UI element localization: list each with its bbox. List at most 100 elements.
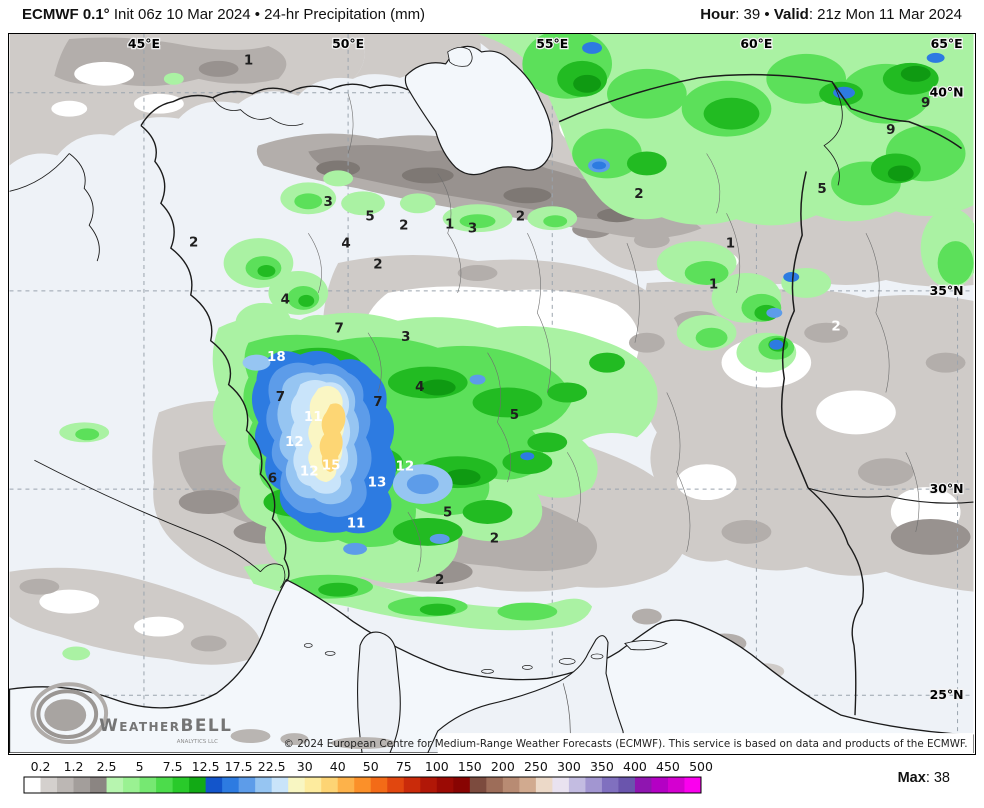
legend-color-segment (486, 777, 504, 793)
legend-tick-label: 500 (689, 759, 713, 774)
weatherbell-logo: WeatherBELL ANALYTICS LLC (30, 682, 395, 750)
legend-color-segment (238, 777, 256, 793)
legend-color-segment (106, 777, 124, 793)
legend-color-segment (519, 777, 537, 793)
kara-bogaz (447, 47, 473, 67)
legend-tick-label: 250 (524, 759, 548, 774)
precip-value-label: 7 (276, 390, 285, 405)
legend-color-segment (205, 777, 223, 793)
legend-color-segment (304, 777, 322, 793)
precip-value-label: 5 (365, 210, 374, 225)
precip-value-label: 5 (510, 408, 519, 423)
legend-color-segment (57, 777, 75, 793)
precip-value-label: 3 (324, 195, 333, 210)
max-value-badge: Max: 38 (898, 770, 950, 786)
legend-color-segment (601, 777, 619, 793)
legend-color-segment (255, 777, 273, 793)
legend-color-segment (502, 777, 520, 793)
longitude-label: 55°E (536, 36, 568, 51)
green-precip-layer (59, 34, 974, 661)
longitude-label: 45°E (128, 36, 160, 51)
model-run-details: Init 06z 10 Mar 2024 • 24-hr Precipitati… (109, 6, 426, 23)
legend-color-segment (189, 777, 207, 793)
water-layer (9, 45, 974, 753)
legend-color-segment (585, 777, 603, 793)
legend-color-segment (354, 777, 372, 793)
precip-value-label: 2 (399, 219, 408, 234)
precip-value-label: 7 (373, 395, 382, 410)
legend-tick-label: 300 (557, 759, 581, 774)
legend-color-segment (535, 777, 553, 793)
legend-bar-frame (23, 776, 702, 794)
heavy-precip-core (242, 350, 535, 555)
logo-subtitle: ANALYTICS LLC (177, 739, 218, 745)
legend-color-segment (73, 777, 91, 793)
valid-label: Valid (773, 6, 809, 23)
legend-tick-label: 7.5 (163, 759, 183, 774)
legend-tick-label: 50 (363, 759, 379, 774)
legend-color-segment (436, 777, 454, 793)
precip-value-label: 4 (415, 380, 424, 395)
copyright-strip: © 2024 European Centre for Medium-Range … (284, 733, 974, 753)
precip-value-label: 13 (368, 476, 387, 491)
legend-color-segment (387, 777, 405, 793)
logo-brand: WeatherBELL (99, 715, 232, 735)
precip-value-label: 11 (304, 410, 323, 425)
legend-tick-label: 200 (491, 759, 515, 774)
precip-value-label: 6 (268, 472, 277, 487)
precipitation-map: 1 2 3 5 2 1 3 2 2 4 2 4 7 3 9 9 5 1 1 2 18 7 11 4 7 5 12 12 15 12 13 6 1… (8, 33, 976, 755)
precip-value-label: 9 (886, 123, 895, 138)
legend-color-segment (24, 777, 42, 793)
legend-color-segment (337, 777, 355, 793)
legend-color-segment (172, 777, 190, 793)
legend-color-segment (403, 777, 421, 793)
country-borders (9, 73, 974, 716)
latlon-labels: 45°E 50°E 55°E 60°E 65°E 40°N 35°N 30°N 25°N (127, 35, 965, 704)
precip-value-label: 18 (267, 350, 286, 365)
color-scale-legend: 0.2 1.2 2.5 5 7.5 12.5 17.5 22.5 30 40 50 75 100 150 2… (0, 755, 984, 808)
precip-value-label: 3 (468, 222, 477, 237)
precip-value-label: 2 (435, 573, 444, 588)
legend-color-segment (667, 777, 685, 793)
precip-value-label: 4 (281, 292, 290, 307)
max-label: Max (897, 770, 926, 786)
latitude-label: 40°N (930, 85, 964, 100)
precip-value-label: 1 (709, 277, 718, 292)
legend-color-segment (288, 777, 306, 793)
precip-value-label: 1 (726, 237, 735, 252)
valid-time-title: Hour: 39 • Valid: 21z Mon 11 Mar 2024 (700, 6, 962, 23)
model-name: ECMWF 0.1° (22, 6, 110, 23)
legend-tick-label: 100 (425, 759, 449, 774)
legend-tick-label: 150 (458, 759, 482, 774)
precip-value-label: 11 (347, 516, 366, 531)
legend-tick-label: 2.5 (97, 759, 117, 774)
legend-color-segment (90, 777, 108, 793)
qatar-peninsula (357, 631, 401, 753)
precip-value-label: 1 (244, 53, 253, 68)
legend-tick-label: 5 (136, 759, 144, 774)
legend-color-segment (40, 777, 58, 793)
precip-value-label: 2 (189, 236, 198, 251)
precip-value-label: 12 (285, 435, 304, 450)
longitude-label: 60°E (740, 36, 772, 51)
legend-tick-label: 0.2 (31, 759, 51, 774)
precip-value-label: 2 (490, 531, 499, 546)
precip-value-label: 9 (921, 96, 930, 111)
legend-color-segment (156, 777, 174, 793)
legend-color-segment (139, 777, 157, 793)
hour-value: : 39 • (735, 6, 774, 23)
legend-color-segment (618, 777, 636, 793)
legend-tick-label: 75 (396, 759, 412, 774)
legend-tick-label: 400 (623, 759, 647, 774)
latitude-label: 35°N (930, 283, 964, 298)
precip-value-label: 2 (516, 210, 525, 225)
legend-color-segment (222, 777, 240, 793)
legend-color-segment (684, 777, 702, 793)
precip-value-label: 5 (817, 182, 826, 197)
legend-tick-label: 350 (590, 759, 614, 774)
precip-value-label: 1 (445, 218, 454, 233)
precip-value-label: 2 (373, 258, 382, 273)
model-run-title: ECMWF 0.1° Init 06z 10 Mar 2024 • 24-hr … (22, 6, 425, 23)
